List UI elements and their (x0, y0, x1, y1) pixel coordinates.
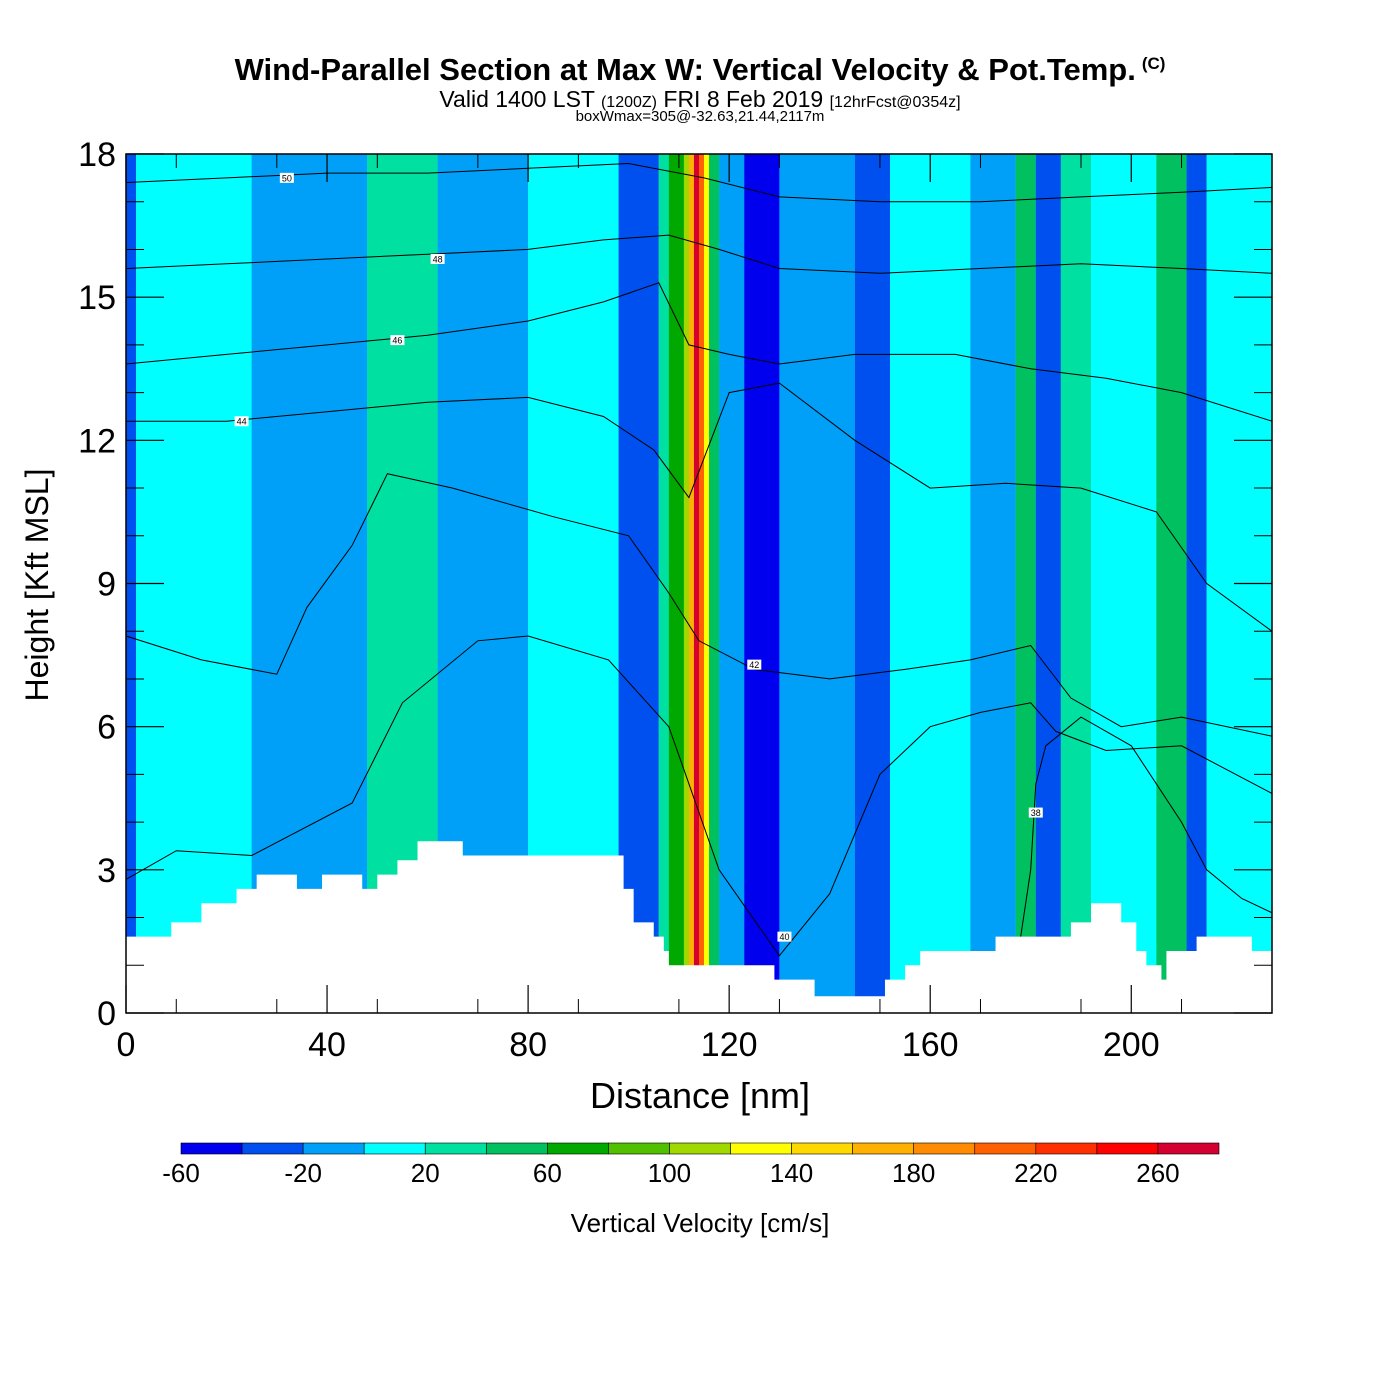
colorbar-swatch-260 (1157, 1142, 1220, 1155)
terrain (126, 841, 1272, 1013)
velocity-band-18 (854, 154, 890, 1013)
colorbar-swatch-200 (974, 1142, 1037, 1155)
colorbar-swatch-220 (1035, 1142, 1098, 1155)
velocity-band-25 (1156, 154, 1187, 1013)
velocity-band-20 (970, 154, 1016, 1013)
isentrope-label-bg-48 (430, 253, 445, 264)
isentrope-44 (126, 382, 1272, 632)
chart-title: Wind-Parallel Section at Max W: Vertical… (234, 52, 1166, 87)
x-tick-label-0: 0 (117, 1026, 136, 1064)
chart-boxwmax: boxWmax=305@-32.63,21.44,2117m (575, 108, 825, 125)
y-axis-label: Height [Kft MSL] (19, 469, 55, 702)
isentrope-label-40: 40 (779, 932, 789, 942)
isentrope-label-bg-38 (1028, 807, 1043, 818)
isentrope-label-bg-40 (777, 931, 792, 942)
y-tick-label-18: 18 (78, 136, 116, 174)
isentrope-label-bg-50 (279, 172, 294, 183)
isentrope-label-bg-44 (234, 416, 249, 427)
velocity-band-13 (704, 154, 710, 1013)
velocity-band-26 (1186, 154, 1207, 1013)
colorbar-tick--60: -60 (162, 1158, 200, 1188)
chart-subtitle: Valid 1400 LST (1200Z) FRI 8 Feb 2019 [1… (439, 86, 961, 112)
velocity-band-8 (668, 154, 684, 1013)
y-tick-label-6: 6 (97, 709, 116, 747)
velocity-band-10 (688, 154, 694, 1013)
isentrope-label-50: 50 (282, 173, 292, 183)
colorbar-swatch-120 (730, 1142, 792, 1155)
colorbar-swatch-100 (669, 1142, 731, 1155)
terrain-fill (126, 841, 1272, 1013)
y-tick-label-15: 15 (78, 279, 116, 317)
x-tick-label-200: 200 (1103, 1026, 1160, 1064)
velocity-band-12 (699, 154, 705, 1013)
colorbar-swatch-40 (485, 1142, 548, 1155)
isentrope-label-38: 38 (1031, 808, 1041, 818)
velocity-band-9 (683, 154, 689, 1013)
velocity-band-7 (658, 154, 669, 1013)
isentrope-42 (126, 473, 1272, 737)
velocity-band-19 (890, 154, 971, 1013)
isentrope-40 (126, 635, 1272, 957)
velocity-band-2 (251, 154, 368, 1013)
colorbar-label: Vertical Velocity [cm/s] (571, 1208, 830, 1238)
isentrope-38 (1020, 716, 1272, 937)
colorbar-swatch-20 (424, 1142, 487, 1155)
velocity-band-17 (779, 154, 855, 1013)
colorbar-tick-260: 260 (1136, 1158, 1179, 1188)
colorbar-tick--20: -20 (284, 1158, 322, 1188)
y-tick-label-12: 12 (78, 422, 116, 460)
colorbar-swatch-160 (852, 1142, 915, 1155)
velocity-band-14 (709, 154, 720, 1013)
y-tick-label-3: 3 (97, 852, 116, 890)
x-tick-label-120: 120 (701, 1026, 758, 1064)
colorbar-swatch--40 (241, 1142, 304, 1155)
isentrope-label-44: 44 (237, 417, 247, 427)
colorbar-swatch-0 (363, 1142, 426, 1155)
colorbar-tick-20: 20 (411, 1158, 440, 1188)
colorbar-swatch-80 (608, 1142, 670, 1155)
x-axis-label: Distance [nm] (590, 1075, 810, 1116)
colorbar: -60 -20 20 60 100 140 180 220 260 (162, 1142, 1220, 1188)
x-tick-label-40: 40 (308, 1026, 346, 1064)
colorbar-swatch-180 (913, 1142, 976, 1155)
velocity-field (126, 154, 1272, 1013)
velocity-band-11 (693, 154, 699, 1013)
colorbar-swatch--60 (180, 1142, 243, 1155)
isentrope-label-48: 48 (433, 254, 443, 264)
velocity-band-24 (1091, 154, 1157, 1013)
colorbar-swatch-240 (1096, 1142, 1159, 1155)
isentrope-label-46: 46 (392, 336, 402, 346)
colorbar-swatch--20 (302, 1142, 365, 1155)
velocity-band-22 (1035, 154, 1061, 1013)
y-tick-label-0: 0 (97, 995, 116, 1033)
isentrope-48 (126, 234, 1272, 274)
axes: 0 40 80 120 160 200 0 3 6 9 12 15 18 (78, 136, 1272, 1064)
velocity-band-23 (1060, 154, 1092, 1013)
velocity-band-21 (1015, 154, 1036, 1013)
colorbar-tick-220: 220 (1014, 1158, 1057, 1188)
x-tick-label-80: 80 (509, 1026, 547, 1064)
x-tick-label-160: 160 (902, 1026, 959, 1064)
colorbar-tick-60: 60 (533, 1158, 562, 1188)
colorbar-swatch-140 (791, 1142, 853, 1155)
colorbar-tick-140: 140 (770, 1158, 813, 1188)
y-tick-label-9: 9 (97, 566, 116, 604)
isentrope-label-bg-46 (390, 335, 405, 346)
isentrope-label-bg-42 (747, 659, 762, 670)
colorbar-tick-180: 180 (892, 1158, 935, 1188)
isentrope-label-42: 42 (749, 660, 759, 670)
colorbar-swatch-60 (547, 1142, 609, 1155)
isentrope-46 (126, 282, 1272, 422)
velocity-band-6 (618, 154, 659, 1013)
velocity-band-15 (719, 154, 745, 1013)
colorbar-tick-100: 100 (648, 1158, 691, 1188)
velocity-band-16 (744, 154, 780, 1013)
